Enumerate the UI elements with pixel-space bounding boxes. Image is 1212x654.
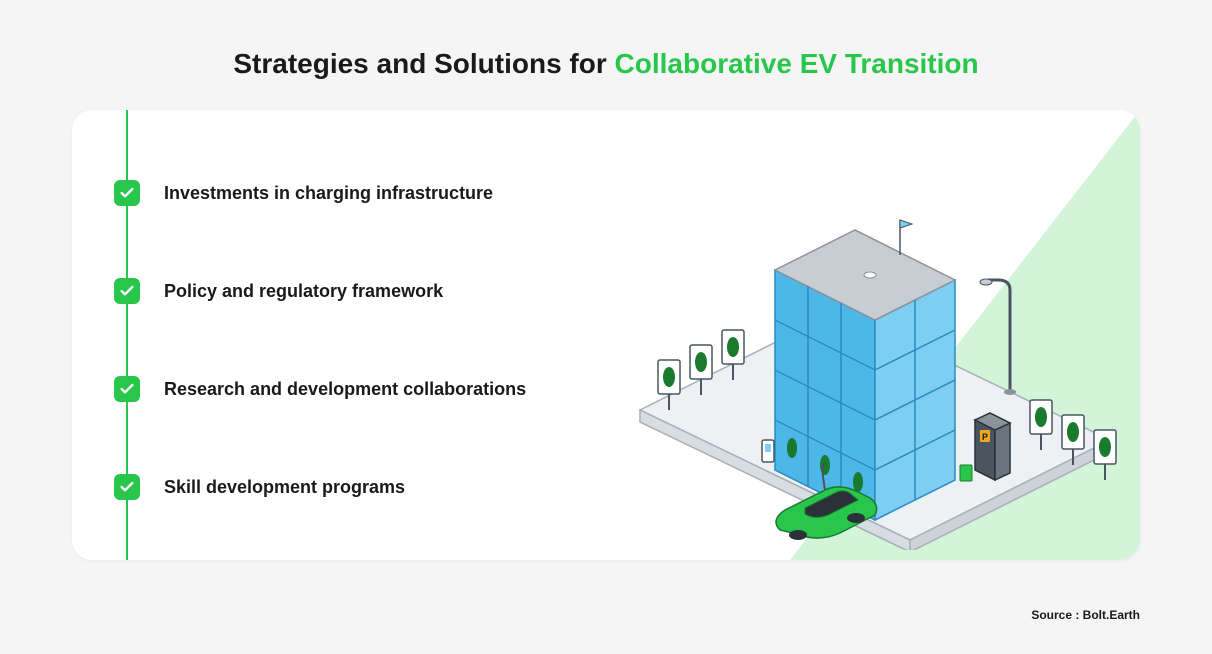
main-card: Investments in charging infrastructure P… (72, 110, 1140, 560)
charger-post (1094, 430, 1116, 480)
list-item: Policy and regulatory framework (114, 278, 614, 304)
illustration-area: P (600, 110, 1140, 560)
title-highlight: Collaborative EV Transition (615, 48, 979, 79)
list-item: Investments in charging infrastructure (114, 180, 614, 206)
svg-text:P: P (982, 432, 988, 442)
street-light (980, 279, 1016, 395)
check-icon (114, 278, 140, 304)
check-icon (114, 474, 140, 500)
source-label: Source : Bolt.Earth (1031, 608, 1140, 622)
ev-station-illustration: P (610, 190, 1130, 550)
wall-charger (762, 440, 774, 462)
parking-kiosk: P (975, 413, 1010, 480)
item-label: Policy and regulatory framework (164, 281, 443, 302)
building (775, 220, 955, 520)
title-prefix: Strategies and Solutions for (233, 48, 614, 79)
item-label: Research and development collaborations (164, 379, 526, 400)
page-title: Strategies and Solutions for Collaborati… (0, 0, 1212, 110)
list-item: Research and development collaborations (114, 376, 614, 402)
street-bin (960, 465, 972, 481)
item-label: Investments in charging infrastructure (164, 183, 493, 204)
check-icon (114, 180, 140, 206)
item-label: Skill development programs (164, 477, 405, 498)
items-container: Investments in charging infrastructure P… (114, 180, 614, 560)
list-item: Skill development programs (114, 474, 614, 500)
check-icon (114, 376, 140, 402)
